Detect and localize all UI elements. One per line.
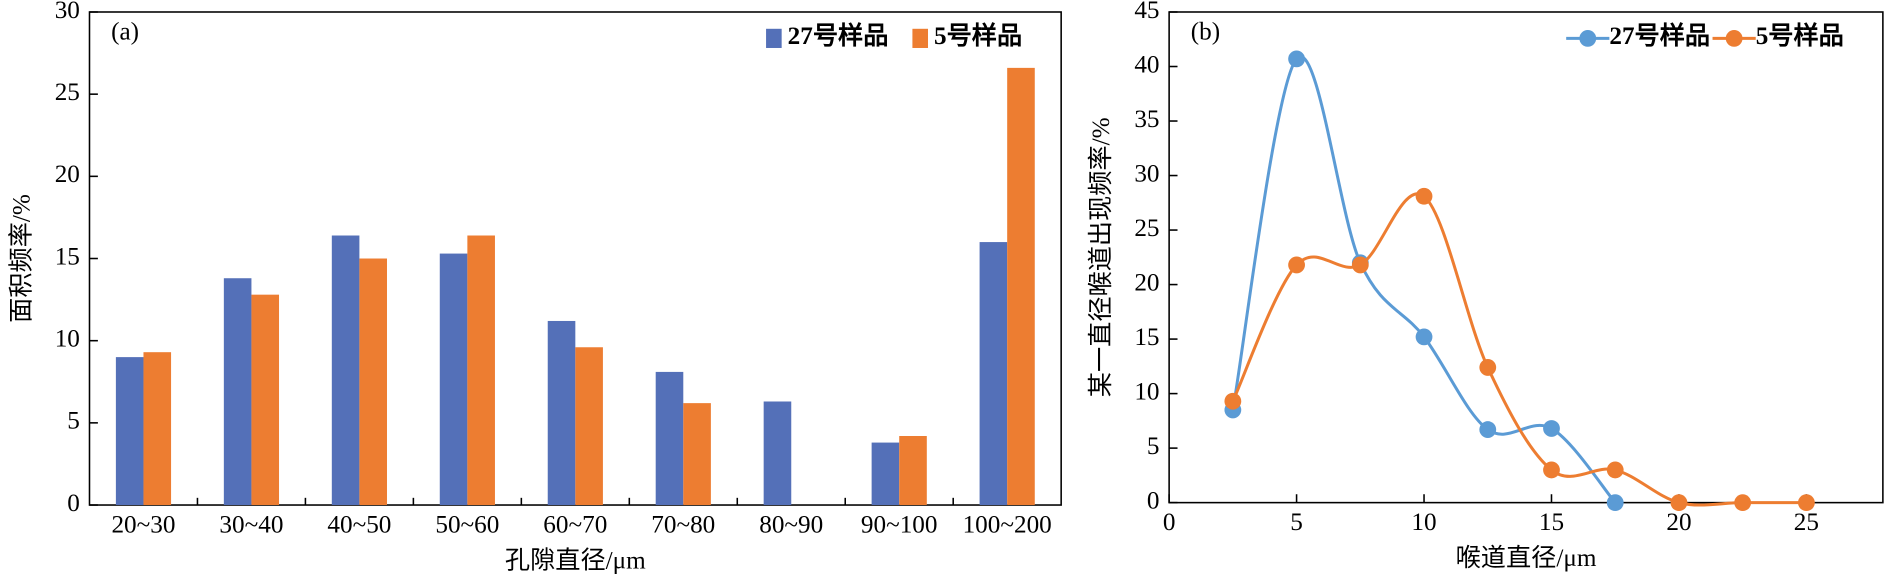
legend-marker (1725, 29, 1743, 47)
x-tick-label: 50~60 (435, 511, 499, 538)
bar (1007, 67, 1035, 506)
point (1415, 187, 1433, 205)
y-tick-label: 20 (55, 161, 80, 188)
bar (655, 371, 684, 506)
y-axis-label: 面积频率/% (7, 194, 35, 323)
y-tick-label: 30 (1134, 160, 1159, 187)
y-tick-label: 5 (67, 408, 80, 435)
bar (683, 403, 711, 506)
x-tick-label: 5 (1290, 509, 1303, 536)
x-tick-label: 30~40 (219, 511, 283, 538)
y-tick-label: 25 (1134, 215, 1159, 242)
point (1606, 461, 1624, 479)
bar (899, 436, 927, 506)
series-line (1231, 55, 1617, 504)
x-tick-label: 15 (1539, 509, 1564, 536)
x-tick-label: 10 (1411, 509, 1436, 536)
y-axis-label: 某一直径喉道出现频率/% (1087, 117, 1115, 397)
point (1479, 359, 1497, 376)
y-tick-label: 15 (55, 243, 80, 270)
bar (359, 258, 387, 506)
bar (251, 294, 280, 506)
bar (115, 357, 144, 506)
x-axis-label: 喉道直径/μm (1456, 544, 1597, 572)
y-tick-label: 0 (1147, 487, 1160, 514)
point (1543, 461, 1560, 479)
x-tick-label: 100~200 (963, 511, 1052, 538)
panel-label: (a) (111, 18, 139, 45)
x-tick-label: 40~50 (327, 511, 391, 538)
x-axis-label: 孔隙直径/μm (505, 546, 646, 574)
panel-label: (b) (1191, 18, 1220, 45)
x-tick-label: 70~80 (651, 511, 715, 538)
bar (575, 347, 603, 506)
x-tick-label: 20~30 (111, 511, 175, 538)
y-tick-label: 35 (1134, 106, 1159, 133)
y-tick-label: 30 (55, 0, 80, 24)
point (1798, 494, 1815, 512)
point (1670, 494, 1688, 512)
legend-label: 5号样品 (1756, 21, 1844, 50)
point (1606, 494, 1624, 512)
y-tick-label: 40 (1134, 51, 1159, 78)
x-tick-label: 25 (1794, 509, 1819, 536)
point (1288, 50, 1305, 68)
bar (547, 320, 576, 506)
x-tick-label: 80~90 (759, 511, 823, 538)
bar (763, 401, 792, 506)
bar (979, 242, 1008, 506)
x-tick-label: 0 (1163, 509, 1176, 536)
x-tick-label: 90~100 (861, 511, 938, 538)
point (1288, 256, 1305, 274)
y-tick-label: 15 (1134, 324, 1159, 351)
bar (467, 235, 495, 506)
plot-frame (1168, 11, 1884, 504)
y-tick-label: 45 (1134, 0, 1159, 24)
legend-label: 5号样品 (934, 21, 1022, 50)
legend-swatch (912, 28, 929, 48)
y-tick-label: 25 (55, 79, 80, 106)
x-tick-label: 60~70 (543, 511, 607, 538)
point (1415, 328, 1433, 346)
bar (439, 253, 468, 506)
series-line (1231, 192, 1807, 507)
y-tick-label: 10 (1134, 378, 1159, 405)
y-tick-label: 0 (67, 490, 80, 517)
legend-swatch (766, 28, 782, 48)
point (1224, 392, 1242, 410)
bar (223, 278, 252, 506)
y-tick-label: 5 (1147, 433, 1160, 460)
bar (331, 235, 360, 506)
legend-marker (1579, 29, 1597, 47)
point (1479, 421, 1497, 438)
bar (143, 352, 172, 506)
y-tick-label: 20 (1134, 269, 1159, 296)
point (1734, 494, 1752, 512)
bar (871, 442, 900, 506)
legend-label: 27号样品 (788, 21, 889, 50)
point (1351, 256, 1369, 274)
point (1543, 420, 1560, 437)
x-tick-label: 20 (1666, 509, 1691, 536)
legend-label: 27号样品 (1609, 21, 1710, 50)
y-tick-label: 10 (55, 325, 80, 352)
